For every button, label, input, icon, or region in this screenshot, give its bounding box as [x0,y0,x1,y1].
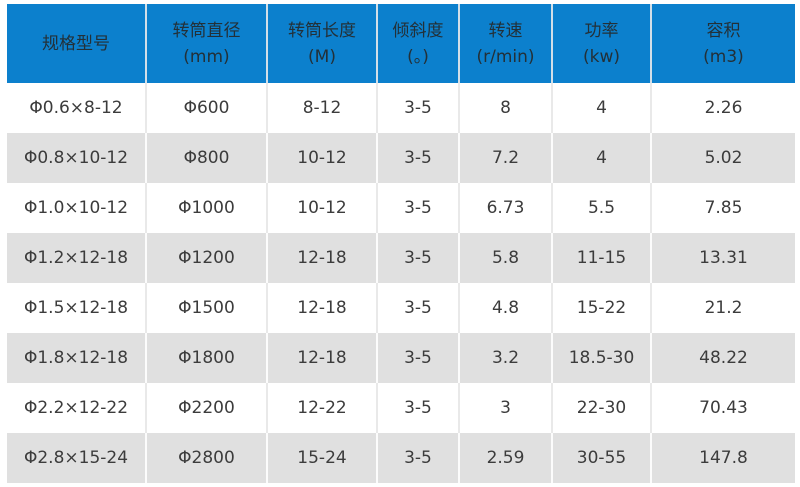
header-unit: (mm) [183,46,230,67]
table-cell-volume: 147.8 [652,433,795,483]
table-cell-model: Φ0.6×8-12 [7,83,147,133]
table-cell-speed: 6.73 [460,183,553,233]
table-row: Φ2.2×12-22 Φ2200 12-22 3-5 3 22-30 70.43 [7,383,795,433]
table-cell-speed: 4.8 [460,283,553,333]
header-title: 倾斜度 [392,20,444,41]
table-cell-volume: 13.31 [652,233,795,283]
header-unit: (m3) [703,46,744,67]
table-row: Φ1.8×12-18 Φ1800 12-18 3-5 3.2 18.5-30 48.22 [7,333,795,383]
table-cell-incline: 3-5 [378,83,460,133]
table-cell-diameter: Φ1800 [147,333,268,383]
table-cell-incline: 3-5 [378,433,460,483]
table-cell-diameter: Φ800 [147,133,268,183]
table-cell-incline: 3-5 [378,383,460,433]
table-cell-incline: 3-5 [378,283,460,333]
table-row: Φ1.0×10-12 Φ1000 10-12 3-5 6.73 5.5 7.85 [7,183,795,233]
table-cell-model: Φ1.2×12-18 [7,233,147,283]
table-cell-length: 10-12 [268,183,378,233]
header-cell-model: 规格型号 [7,4,147,83]
header-title: 转速 [488,20,523,41]
table-cell-diameter: Φ1000 [147,183,268,233]
table-cell-volume: 7.85 [652,183,795,233]
table-cell-length: 12-18 [268,233,378,283]
table-cell-power: 5.5 [553,183,652,233]
header-cell-power: 功率 (kw) [553,4,652,83]
table-cell-volume: 70.43 [652,383,795,433]
header-row: 规格型号 转筒直径 (mm) 转筒长度 (M) 倾斜度 (。) 转速 (r/min) 功率 (kw)… [7,4,795,83]
table-cell-diameter: Φ1200 [147,233,268,283]
table-cell-volume: 21.2 [652,283,795,333]
header-unit: (kw) [582,46,620,67]
table-cell-volume: 48.22 [652,333,795,383]
table-cell-speed: 7.2 [460,133,553,183]
table-row: Φ0.6×8-12 Φ600 8-12 3-5 8 4 2.26 [7,83,795,133]
table-cell-incline: 3-5 [378,233,460,283]
table-row: Φ1.2×12-18 Φ1200 12-18 3-5 5.8 11-15 13.31 [7,233,795,283]
table-cell-length: 10-12 [268,133,378,183]
table-cell-speed: 8 [460,83,553,133]
table-cell-model: Φ2.8×15-24 [7,433,147,483]
table-row: Φ1.5×12-18 Φ1500 12-18 3-5 4.8 15-22 21.2 [7,283,795,333]
table-cell-power: 30-55 [553,433,652,483]
table-row: Φ0.8×10-12 Φ800 10-12 3-5 7.2 4 5.02 [7,133,795,183]
header-cell-speed: 转速 (r/min) [460,4,553,83]
table-cell-power: 15-22 [553,283,652,333]
table-cell-speed: 3.2 [460,333,553,383]
table-cell-power: 11-15 [553,233,652,283]
table-cell-length: 8-12 [268,83,378,133]
table-cell-diameter: Φ600 [147,83,268,133]
table-cell-model: Φ0.8×10-12 [7,133,147,183]
header-cell-volume: 容积 (m3) [652,4,795,83]
table-cell-incline: 3-5 [378,183,460,233]
table-cell-incline: 3-5 [378,333,460,383]
table-cell-volume: 2.26 [652,83,795,133]
table-cell-power: 18.5-30 [553,333,652,383]
table-cell-diameter: Φ1500 [147,283,268,333]
header-unit: (。) [407,46,429,67]
table-cell-speed: 2.59 [460,433,553,483]
header-unit: (r/min) [476,46,535,67]
table-row: Φ2.8×15-24 Φ2800 15-24 3-5 2.59 30-55 147.8 [7,433,795,483]
table-cell-power: 22-30 [553,383,652,433]
table-cell-incline: 3-5 [378,133,460,183]
header-unit: (M) [308,46,336,67]
table-cell-length: 12-18 [268,333,378,383]
header-title: 转筒直径 [172,20,241,41]
header-title: 规格型号 [42,33,110,54]
table-cell-volume: 5.02 [652,133,795,183]
header-title: 容积 [706,20,741,41]
table-cell-power: 4 [553,83,652,133]
table-cell-model: Φ1.8×12-18 [7,333,147,383]
table-cell-power: 4 [553,133,652,183]
table-cell-model: Φ1.0×10-12 [7,183,147,233]
header-title: 功率 [584,20,619,41]
table-body: Φ0.6×8-12 Φ600 8-12 3-5 8 4 2.26 Φ0.8×10-12 Φ800… [7,83,795,483]
table-cell-model: Φ1.5×12-18 [7,283,147,333]
header-cell-diameter: 转筒直径 (mm) [147,4,268,83]
table-cell-speed: 3 [460,383,553,433]
header-cell-length: 转筒长度 (M) [268,4,378,83]
table-cell-model: Φ2.2×12-22 [7,383,147,433]
table-cell-length: 12-22 [268,383,378,433]
table-cell-diameter: Φ2800 [147,433,268,483]
table-cell-length: 15-24 [268,433,378,483]
table-cell-diameter: Φ2200 [147,383,268,433]
table-cell-speed: 5.8 [460,233,553,283]
spec-table: 规格型号 转筒直径 (mm) 转筒长度 (M) 倾斜度 (。) 转速 (r/min) 功率 (kw)… [7,4,795,483]
header-title: 转筒长度 [288,20,356,41]
header-cell-incline: 倾斜度 (。) [378,4,460,83]
table-cell-length: 12-18 [268,283,378,333]
